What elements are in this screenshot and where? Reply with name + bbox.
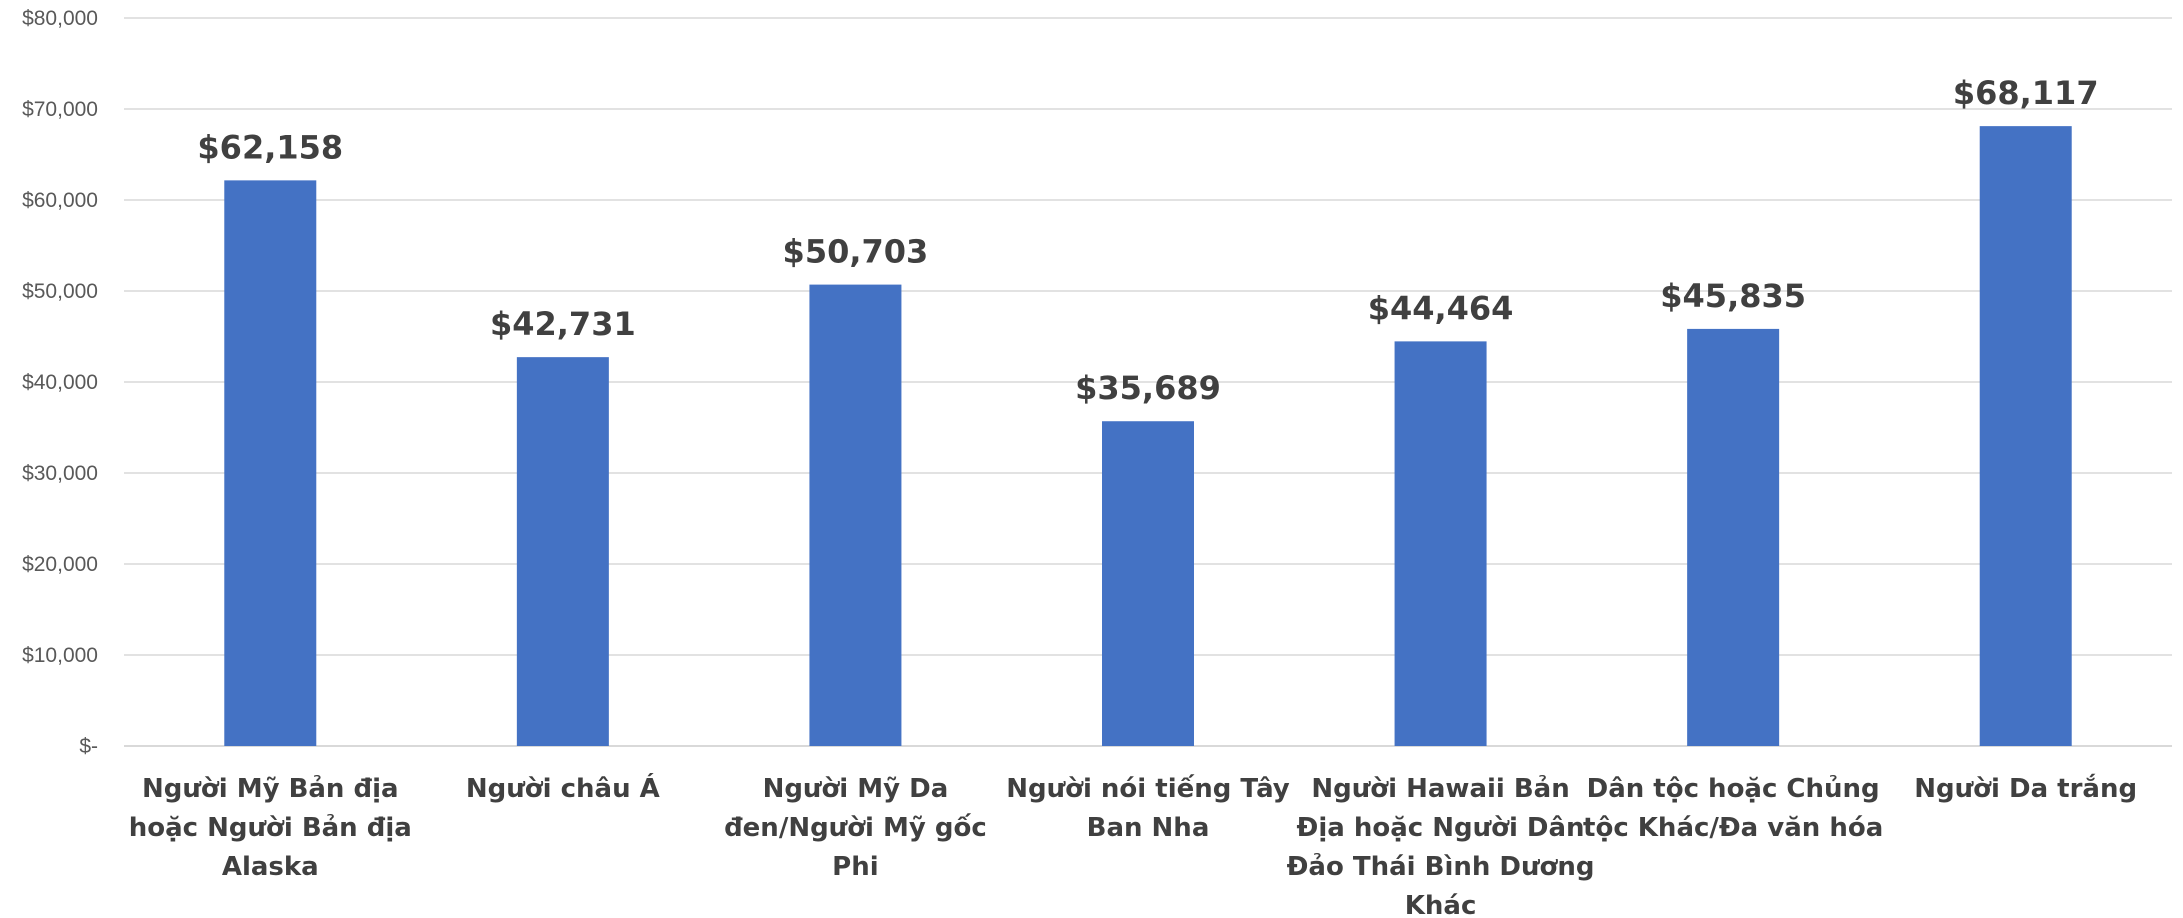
bars (224, 126, 2072, 747)
category-labels: Người Mỹ Bản địa hoặc Người Bản địa Alaska… (129, 772, 2137, 918)
y-tick-label: $10,000 (22, 644, 98, 667)
y-axis-tick-labels: $- $10,000 $20,000 $30,000 $40,000 $50,000 $60… (22, 7, 98, 758)
data-label: $45,835 (1660, 277, 1806, 315)
category-label: Người Hawaii Bản (1311, 773, 1569, 804)
category-label: đen/Người Mỹ gốc (724, 812, 987, 843)
bar (1102, 421, 1194, 746)
category-label: hoặc Người Bản địa (129, 812, 412, 843)
y-tick-label: $80,000 (22, 7, 98, 30)
category-label: Địa hoặc Người Dân (1297, 813, 1585, 843)
y-tick-label: $20,000 (22, 553, 98, 576)
data-label: $35,689 (1075, 369, 1221, 407)
bar (516, 357, 609, 746)
category-label: Người Mỹ Bản địa (142, 773, 399, 804)
category-label: Người châu Á (466, 772, 660, 804)
category-label: tộc Khác/Đa văn hóa (1583, 813, 1883, 843)
data-label: $44,464 (1368, 289, 1514, 327)
y-tick-label: $70,000 (22, 98, 98, 121)
data-label: $62,158 (197, 128, 343, 166)
bar (224, 180, 317, 747)
y-tick-label: $60,000 (22, 189, 98, 212)
category-label: Đảo Thái Bình Dương (1287, 851, 1595, 882)
bar (1687, 328, 1780, 746)
data-label: $42,731 (490, 305, 636, 343)
y-tick-label: $- (79, 735, 98, 758)
category-label: Dân tộc hoặc Chủng (1587, 773, 1880, 804)
gridlines (124, 17, 2172, 747)
category-label: Ban Nha (1087, 813, 1210, 843)
data-label: $68,117 (1953, 74, 2099, 112)
data-label: $50,703 (783, 233, 929, 271)
bar (1979, 126, 2072, 746)
y-tick-label: $50,000 (22, 280, 98, 303)
category-label: Người Mỹ Da (763, 774, 949, 804)
category-label: Khác (1405, 891, 1477, 918)
category-label: Phi (832, 852, 878, 882)
bar (1394, 341, 1487, 746)
y-tick-label: $30,000 (22, 462, 98, 485)
category-label: Alaska (222, 852, 319, 882)
category-label: Người Da trắng (1914, 773, 2137, 804)
data-labels: $62,158 $42,731 $50,703 $35,689 $44,464 $45,8… (197, 74, 2098, 407)
category-label: Người nói tiếng Tây (1006, 773, 1290, 804)
bar (809, 284, 902, 746)
y-tick-label: $40,000 (22, 371, 98, 394)
